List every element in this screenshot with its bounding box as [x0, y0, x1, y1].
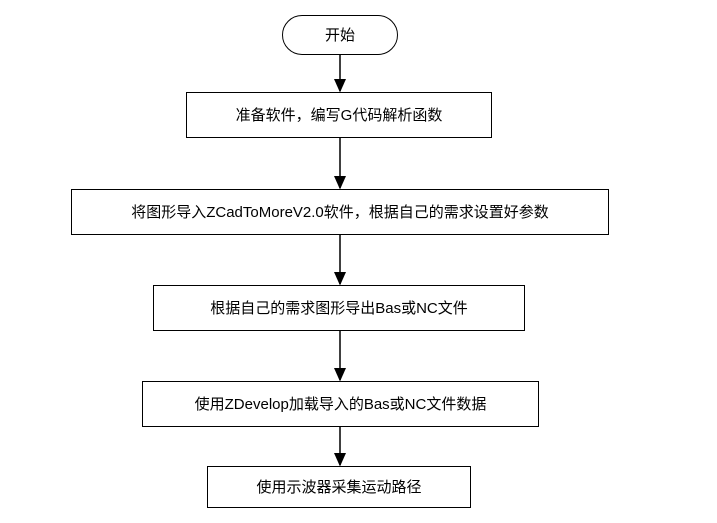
node-label: 准备软件，编写G代码解析函数 — [228, 101, 451, 130]
node-label: 开始 — [317, 21, 363, 50]
node-label: 使用示波器采集运动路径 — [248, 473, 429, 502]
flow-node-start: 开始 — [282, 15, 398, 55]
flow-arrows — [0, 0, 717, 523]
flow-node-import-zcad: 将图形导入ZCadToMoreV2.0软件，根据自己的需求设置好参数 — [71, 189, 609, 235]
flow-node-oscilloscope: 使用示波器采集运动路径 — [207, 466, 471, 508]
flow-node-load-zdevelop: 使用ZDevelop加载导入的Bas或NC文件数据 — [142, 381, 539, 427]
node-label: 使用ZDevelop加载导入的Bas或NC文件数据 — [187, 390, 495, 419]
flow-node-export-file: 根据自己的需求图形导出Bas或NC文件 — [153, 285, 525, 331]
flow-node-prepare-software: 准备软件，编写G代码解析函数 — [186, 92, 492, 138]
node-label: 将图形导入ZCadToMoreV2.0软件，根据自己的需求设置好参数 — [123, 198, 557, 227]
node-label: 根据自己的需求图形导出Bas或NC文件 — [202, 294, 476, 323]
flowchart-container: 开始 准备软件，编写G代码解析函数 将图形导入ZCadToMoreV2.0软件，… — [0, 0, 717, 523]
